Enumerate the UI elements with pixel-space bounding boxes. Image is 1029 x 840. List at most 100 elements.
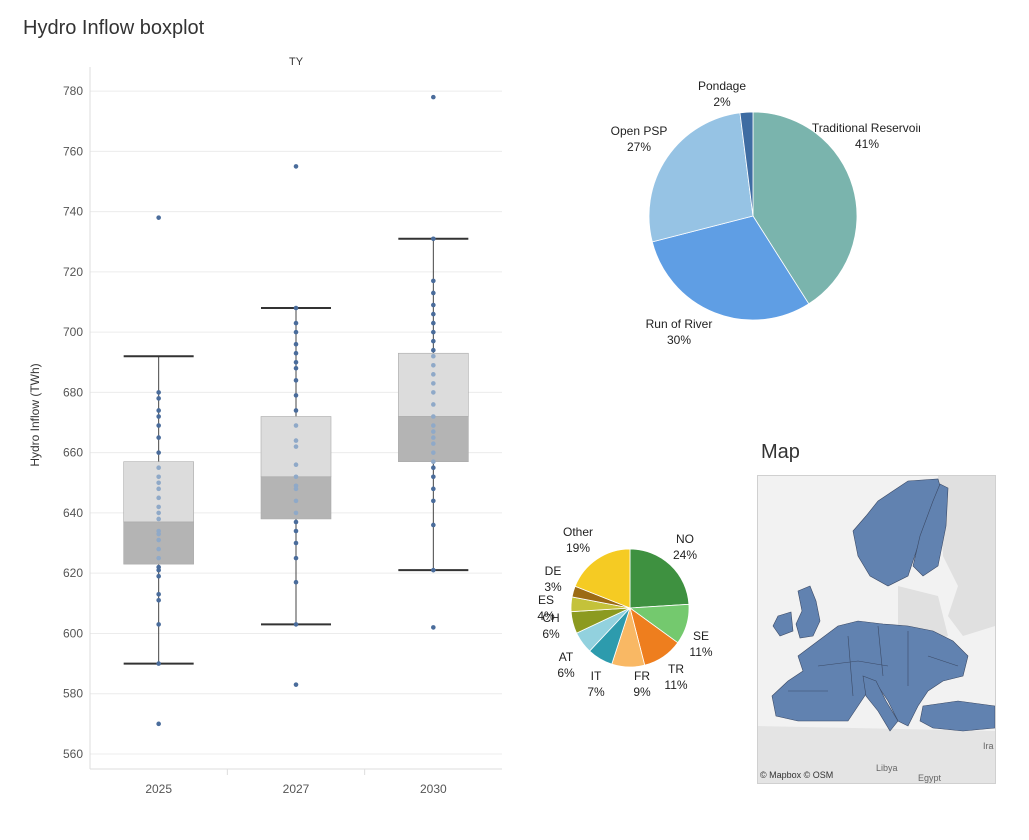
boxplot-title: Hydro Inflow boxplot	[23, 17, 205, 39]
data-point	[293, 462, 299, 468]
box-2027[interactable]	[260, 164, 332, 687]
data-point	[293, 320, 299, 326]
y-tick-label: 660	[63, 446, 83, 460]
pie-percent: 41%	[855, 137, 879, 151]
data-point	[293, 329, 299, 335]
pie-slice-open-psp[interactable]	[648, 112, 754, 243]
map-attribution[interactable]: © Mapbox © OSM	[760, 770, 834, 780]
pie-label: TR	[668, 662, 684, 676]
pie-label: Other	[563, 525, 593, 539]
data-point	[156, 528, 161, 534]
data-point	[293, 444, 299, 449]
data-point	[156, 504, 161, 510]
pie-label: FR	[634, 669, 650, 683]
pie-slice-pondage[interactable]	[739, 111, 754, 217]
data-point	[156, 396, 161, 401]
box-2030[interactable]	[398, 94, 469, 630]
x-tick-label: 2027	[283, 782, 310, 796]
data-point	[156, 721, 161, 727]
data-point	[431, 402, 436, 407]
x-tick-label: 2025	[145, 782, 172, 796]
data-point	[156, 480, 161, 486]
data-point	[293, 510, 299, 516]
pie-label: CH	[542, 611, 559, 625]
pie-slice-traditional-reservoir[interactable]	[752, 111, 858, 305]
pie-label: ES	[538, 593, 554, 607]
data-point	[431, 450, 436, 455]
data-point	[293, 622, 299, 627]
pie-label: NO	[676, 532, 694, 546]
pie-slice-run-of-river[interactable]	[651, 215, 810, 321]
map-region-turkey	[919, 700, 995, 732]
x-tick-label: 2030	[420, 782, 447, 796]
data-point	[293, 393, 299, 398]
data-point	[431, 347, 436, 353]
pie-label: AT	[559, 650, 574, 664]
pie-percent: 2%	[713, 95, 731, 109]
data-point	[431, 320, 436, 326]
data-point	[293, 359, 299, 365]
data-point	[156, 591, 161, 597]
data-point	[293, 540, 299, 546]
pie-percent: 19%	[566, 541, 590, 555]
hydro-inflow-boxplot[interactable]: TY 560 580 600 620 640 660 680 700 720 740 760 780 Hy…	[0, 45, 520, 800]
map-region-italy	[862, 675, 899, 732]
data-point	[156, 435, 161, 440]
data-point	[156, 546, 161, 552]
pie-slice-no[interactable]	[629, 548, 690, 609]
data-point	[293, 519, 299, 525]
data-point	[156, 573, 161, 579]
y-tick-label: 600	[63, 626, 83, 640]
y-tick-label: 640	[63, 506, 83, 520]
box-2025[interactable]	[123, 215, 194, 727]
pie-percent: 27%	[627, 140, 651, 154]
y-tick-label: 560	[63, 747, 83, 761]
data-point	[156, 414, 161, 419]
data-point	[293, 341, 299, 347]
y-tick-label: 780	[63, 84, 83, 98]
pie-percent: 4%	[537, 609, 555, 623]
data-point	[293, 350, 299, 356]
pie-label: Traditional Reservoir	[812, 121, 920, 135]
data-point	[156, 661, 161, 666]
data-point	[293, 438, 299, 443]
hydro-type-pie-chart[interactable]: Traditional Reservoir 41% Run of River 30% O…	[590, 70, 920, 360]
data-point	[431, 459, 436, 465]
europe-map[interactable]: Libya Egypt Ira	[757, 475, 996, 784]
y-axis-label: Hydro Inflow (TWh)	[28, 363, 42, 466]
map-region-uk	[795, 585, 821, 639]
pie-percent: 6%	[542, 627, 560, 641]
data-point	[156, 215, 161, 220]
data-point	[431, 423, 436, 428]
data-point	[431, 390, 436, 395]
pie-percent: 3%	[544, 580, 562, 594]
data-point	[156, 474, 161, 480]
data-point	[156, 495, 161, 501]
data-point	[431, 362, 436, 368]
data-point	[293, 423, 299, 428]
column-header: TY	[289, 56, 304, 68]
map-title: Map	[761, 441, 800, 463]
data-point	[431, 381, 436, 386]
data-point	[431, 236, 436, 242]
data-point	[431, 372, 436, 377]
data-point	[293, 164, 299, 169]
country-pie-chart[interactable]: NO 24% SE 11% TR 11% FR 9% IT 7% AT 6% CH 6% ES 4% DE 3% O…	[525, 515, 740, 715]
pie-label: Pondage	[698, 79, 746, 93]
pie-percent: 6%	[557, 666, 575, 680]
pie-label: SE	[693, 629, 709, 643]
pie-slice-other[interactable]	[574, 548, 631, 609]
data-point	[156, 450, 161, 455]
y-tick-label: 680	[63, 385, 83, 399]
data-point	[431, 465, 436, 471]
map-region-ireland	[772, 611, 794, 637]
y-tick-label: 720	[63, 265, 83, 279]
data-point	[431, 353, 436, 359]
data-point	[156, 510, 161, 516]
data-point	[431, 338, 436, 344]
data-point	[431, 435, 436, 440]
map-label-ira: Ira	[983, 741, 994, 751]
data-point	[156, 516, 161, 522]
data-point	[293, 408, 299, 413]
data-point	[293, 498, 299, 504]
